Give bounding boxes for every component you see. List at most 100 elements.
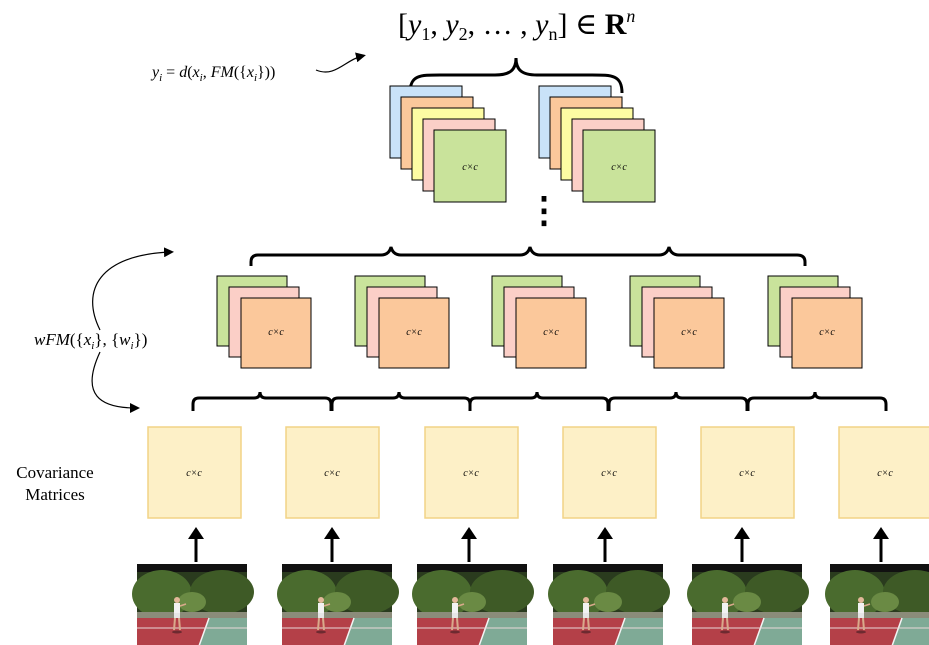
frame-top-band: [692, 564, 802, 572]
player-leg: [721, 617, 724, 631]
court-side: [754, 618, 802, 645]
up-arrow-head: [461, 527, 477, 539]
covariance-square: [147, 426, 242, 519]
tree-foliage: [733, 592, 761, 612]
matrix-label: c×c: [819, 327, 835, 338]
upper-brace: [249, 246, 807, 266]
up-arrow-head: [734, 527, 750, 539]
lower-brace: [746, 391, 888, 411]
video-frame: [825, 564, 929, 645]
up-arrow-head: [324, 527, 340, 539]
court-side: [479, 618, 527, 645]
fence: [830, 612, 929, 618]
tree-foliage: [470, 570, 534, 614]
court-line: [753, 617, 765, 645]
matrix-label: c×c: [268, 327, 284, 338]
tree-foliage: [745, 570, 809, 614]
svg-text:Matrices: Matrices: [25, 485, 84, 504]
player-body: [318, 603, 324, 613]
frame-top-band: [417, 564, 527, 572]
court-side: [615, 618, 663, 645]
matrix-square: [433, 129, 507, 203]
video-frame: [548, 564, 670, 645]
wfm-group: c×c: [216, 275, 312, 369]
player-leg: [726, 617, 729, 631]
matrix-label: c×c: [463, 468, 479, 479]
frame-top-band: [282, 564, 392, 572]
player-leg: [582, 617, 585, 631]
tree-foliage: [323, 592, 351, 612]
tree-foliage: [606, 570, 670, 614]
court-line: [198, 617, 210, 645]
distance-formula: yi = d(xi, FM({xi})): [150, 64, 275, 84]
matrix-square: [791, 297, 863, 369]
tree-foliage: [132, 570, 192, 618]
player-head: [452, 597, 458, 603]
top-matrix-stacks: c×c c×c: [389, 85, 656, 203]
player-arm: [588, 603, 596, 607]
court-line: [614, 617, 626, 645]
frame-arrows: [188, 527, 889, 562]
tree-foliage: [335, 570, 399, 614]
player-shadow: [581, 630, 591, 634]
covariance-caption: Covariance Matrices: [16, 463, 93, 504]
matrix-label: c×c: [543, 327, 559, 338]
vertical-ellipsis: ⋮: [526, 190, 562, 230]
covariance-square: [838, 426, 929, 519]
fence: [137, 612, 247, 618]
video-frame: [132, 564, 254, 645]
covariance-square: [285, 426, 380, 519]
player-head: [858, 597, 864, 603]
up-arrow-head: [873, 527, 889, 539]
covariance-matrix: c×c: [838, 426, 929, 519]
court-line: [478, 617, 490, 645]
player-body: [452, 603, 458, 613]
player-arm: [179, 603, 187, 607]
lower-brace: [468, 391, 610, 411]
player-shorts: [174, 613, 180, 618]
video-frame: [412, 564, 534, 645]
matrix-square: [653, 297, 725, 369]
player-shorts: [722, 613, 728, 618]
video-frame: [687, 564, 809, 645]
player-shorts: [583, 613, 589, 618]
player-shadow: [450, 630, 460, 634]
covariance-matrix: c×c: [700, 426, 795, 519]
player-leg: [317, 617, 320, 631]
covariance-square: [424, 426, 519, 519]
video-frames-row: [132, 564, 929, 645]
fence: [692, 612, 802, 618]
player-head: [583, 597, 589, 603]
tree-foliage: [825, 570, 885, 618]
matrix-label: c×c: [681, 327, 697, 338]
top-stack: c×c: [389, 85, 507, 203]
player-leg: [456, 617, 459, 631]
court-side: [199, 618, 247, 645]
player-body: [583, 603, 589, 613]
matrix-label: c×c: [324, 468, 340, 479]
wfm-group: c×c: [767, 275, 863, 369]
player-shadow: [172, 630, 182, 634]
player-head: [318, 597, 324, 603]
matrix-square: [240, 297, 312, 369]
player-leg: [451, 617, 454, 631]
matrix-label: c×c: [601, 468, 617, 479]
top-curly-brace: [408, 57, 624, 94]
frame-top-band: [553, 564, 663, 572]
tree-foliage: [178, 592, 206, 612]
player-arm: [863, 603, 871, 607]
wfm-matrix-groups: c×c c×c c×c c×c c×c: [216, 275, 863, 369]
tree-foliage: [412, 570, 472, 618]
player-leg: [322, 617, 325, 631]
up-arrow-head: [597, 527, 613, 539]
player-head: [722, 597, 728, 603]
lower-brace: [607, 391, 749, 411]
tree-foliage: [871, 592, 899, 612]
covariance-matrix: c×c: [424, 426, 519, 519]
tree-foliage: [277, 570, 337, 618]
covariance-matrix: c×c: [147, 426, 242, 519]
wfm-arrow-down: [91, 351, 140, 413]
court-line: [343, 617, 355, 645]
